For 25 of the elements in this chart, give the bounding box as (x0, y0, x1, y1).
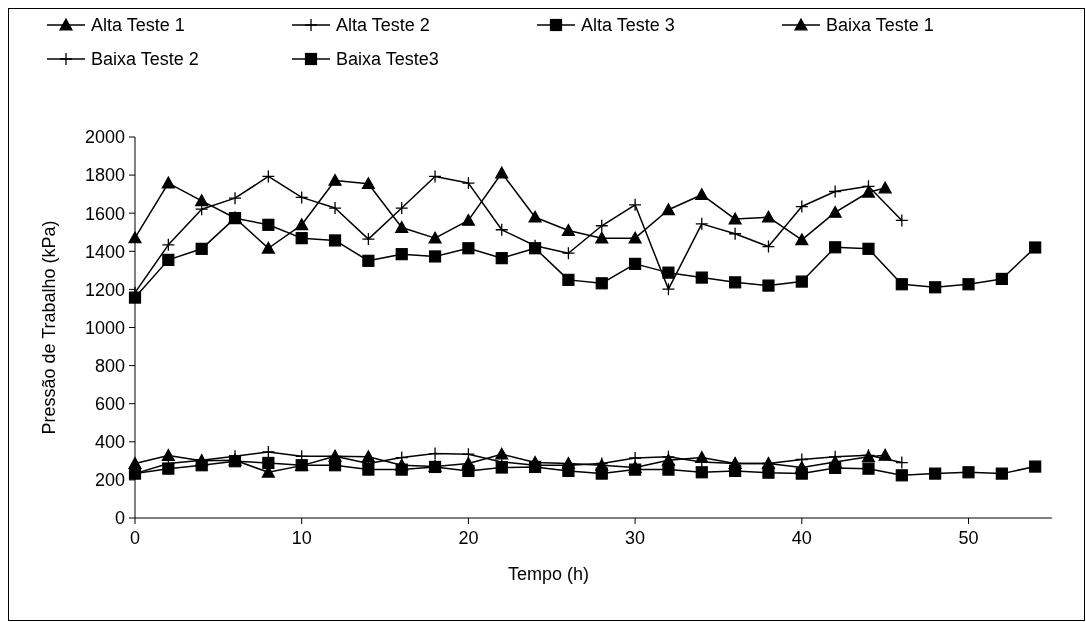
x-tick-label: 20 (458, 528, 479, 548)
y-axis-title: Pressão de Trabalho (kPa) (39, 220, 59, 435)
y-tick-label: 1800 (84, 165, 125, 186)
y-tick-label: 600 (94, 394, 125, 414)
x-tick-label: 40 (791, 528, 812, 548)
y-tick-label: 2000 (84, 127, 125, 148)
x-tick-label: 50 (958, 528, 979, 548)
y-tick-label: 1600 (84, 203, 125, 224)
x-axis-title: Tempo (h) (507, 564, 589, 584)
y-tick-label: 800 (94, 355, 125, 376)
y-tick-label: 1200 (84, 279, 125, 300)
legend-label: Alta Teste 2 (336, 15, 430, 36)
legend-label: Baixa Teste 2 (91, 49, 199, 70)
x-tick-label: 30 (625, 528, 646, 548)
legend-label: Alta Teste 1 (91, 15, 185, 36)
legend-label: Alta Teste 3 (581, 15, 675, 36)
x-tick-label: 10 (291, 528, 312, 548)
legend-label: Baixa Teste3 (336, 49, 439, 70)
y-tick-label: 0 (114, 508, 125, 529)
y-tick-label: 400 (94, 432, 125, 453)
x-tick-label: 0 (129, 528, 141, 548)
y-tick-label: 1000 (84, 317, 125, 338)
y-tick-label: 1400 (84, 241, 125, 262)
y-tick-label: 200 (94, 470, 125, 491)
legend-label: Baixa Teste 1 (826, 15, 934, 36)
